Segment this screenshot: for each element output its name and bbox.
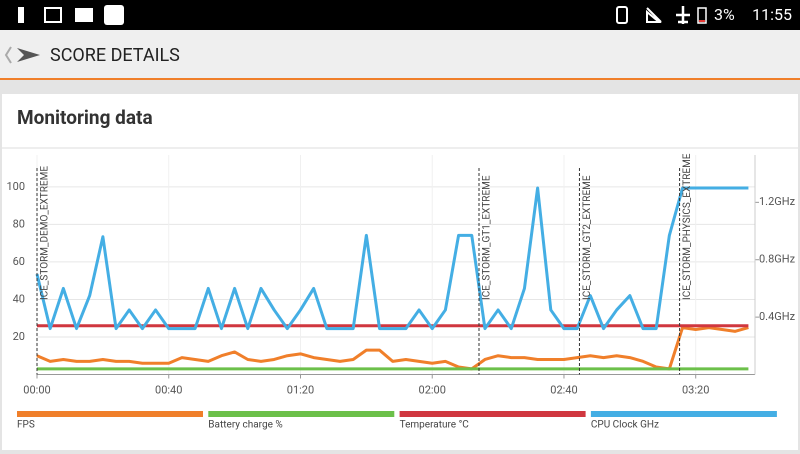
legend-swatch — [17, 411, 203, 417]
header-title: SCORE DETAILS — [50, 45, 180, 66]
legend-label: CPU Clock GHz — [591, 420, 659, 431]
legend-swatch — [590, 411, 777, 417]
phase-label: ICE_STORM_GT1_EXTREME — [482, 175, 493, 300]
y-tick-label: 40 — [13, 292, 25, 305]
phase-label: ICE_STORM_PHYSICS_EXTREME — [682, 153, 693, 300]
back-button[interactable] — [4, 46, 12, 64]
y2-tick-label: 0.4GHz — [759, 310, 796, 323]
notification-icon — [104, 5, 124, 25]
x-tick-label: 02:00 — [419, 383, 446, 396]
phase-label: ICE_STORM_DEMO_EXTREME — [40, 166, 51, 300]
notification-icon — [75, 8, 93, 22]
card-title: Monitoring data — [17, 106, 153, 129]
airplane-icon — [676, 6, 690, 24]
x-tick-label: 00:40 — [155, 383, 182, 396]
x-tick-label: 01:20 — [287, 383, 314, 396]
legend-label: Battery charge % — [208, 420, 282, 431]
clock: 11:55 — [752, 5, 792, 24]
vibrate-icon — [616, 6, 628, 24]
x-tick-label: 00:00 — [23, 383, 50, 396]
battery-icon — [697, 7, 707, 24]
y-tick-label: 100 — [6, 180, 25, 193]
battery-level — [699, 20, 705, 22]
y-tick-label: 60 — [13, 255, 25, 268]
y-tick-label: 80 — [13, 217, 25, 230]
signal-icon — [646, 7, 662, 23]
legend-swatch — [208, 411, 395, 417]
header-bar — [0, 30, 800, 78]
x-tick-label: 03:20 — [682, 383, 709, 396]
battery-text: 3% — [714, 5, 735, 24]
chart: 20 40 60 80 100 0.4GHz 0.8GHz 1.2GHz 00:00 00:40 0… — [6, 153, 795, 430]
y-tick-label: 20 — [13, 330, 25, 343]
series-line — [35, 186, 749, 331]
legend-swatch — [399, 411, 586, 417]
phase-label: ICE_STORM_GT2_EXTREME — [582, 175, 593, 300]
status-bar — [0, 0, 800, 30]
y2-tick-label: 1.2GHz — [759, 195, 796, 208]
notification-icon — [44, 7, 62, 23]
header-accent — [0, 78, 800, 80]
y2-tick-label: 0.8GHz — [759, 253, 796, 266]
notification-icon — [18, 7, 24, 23]
app-logo — [17, 48, 40, 62]
legend-label: FPS — [17, 420, 35, 431]
card — [2, 94, 798, 450]
series-line — [36, 326, 749, 371]
x-tick-label: 02:40 — [550, 383, 577, 396]
legend-label: Temperature °C — [400, 420, 470, 431]
